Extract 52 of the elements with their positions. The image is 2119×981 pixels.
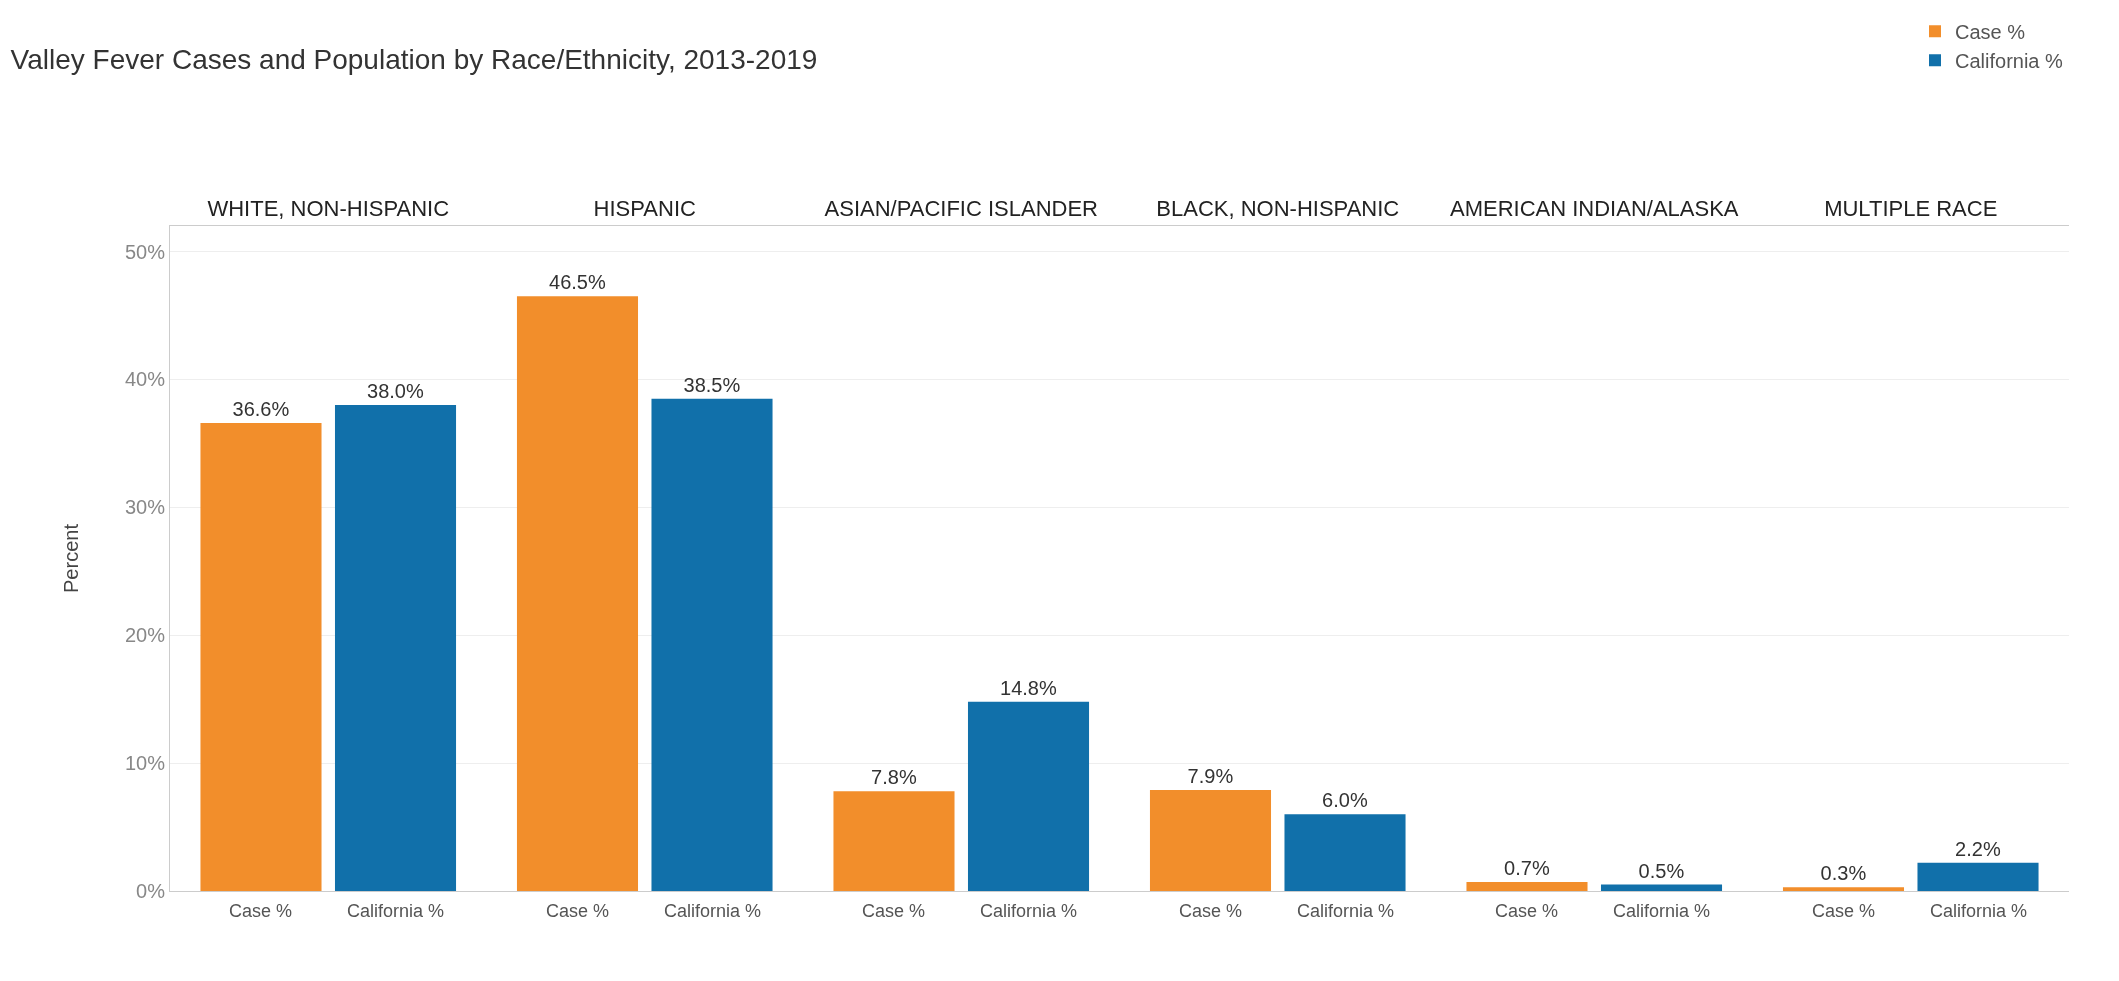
bar <box>1466 882 1588 891</box>
legend-label: California % <box>1955 50 2064 72</box>
text: Case % <box>1812 901 1876 921</box>
x-tick-label: WHITE, NON-HISPANIC <box>207 196 450 222</box>
bar <box>1284 814 1406 891</box>
bar <box>967 701 1090 891</box>
text: California % <box>980 901 1078 921</box>
y-tick-label: 0% <box>136 880 166 902</box>
y-axis-title: Percent <box>60 523 83 593</box>
data-label: 36.6% <box>232 397 290 420</box>
x-tick-label: MULTIPLE RACE <box>1824 196 1998 222</box>
text: California % <box>1297 901 1395 921</box>
data-label: 6.0% <box>1322 789 1368 812</box>
data-label: 0.7% <box>1504 857 1550 880</box>
bar <box>334 405 457 891</box>
x-tick-label: ASIAN/PACIFIC ISLANDER <box>824 196 1098 222</box>
legend-label: Case % <box>1955 21 2026 43</box>
bar <box>1917 862 2039 891</box>
x-tick-label: AMERICAN INDIAN/ALASKA <box>1449 196 1739 222</box>
data-label: 7.9% <box>1187 764 1234 787</box>
text: California % <box>1930 901 2028 921</box>
data-label: 0.3% <box>1820 862 1867 885</box>
bar <box>1782 887 1905 891</box>
bar <box>200 422 322 891</box>
y-tick-label: 20% <box>124 624 166 647</box>
y-tick-label: 40% <box>124 368 166 391</box>
x-tick-label: HISPANIC <box>593 196 696 222</box>
text: Case % <box>1179 901 1243 921</box>
chart-title: Valley Fever Cases and Population by Race/Ethnicity, 2013-2019 <box>10 43 818 75</box>
data-label: 7.8% <box>871 766 917 789</box>
x-tick-label: BLACK, NON-HISPANIC <box>1156 196 1400 222</box>
data-label: 38.0% <box>367 380 424 403</box>
bar <box>1600 884 1723 891</box>
text: Case % <box>546 901 610 921</box>
data-label: 14.8% <box>1000 676 1057 699</box>
text: Case % <box>229 901 293 921</box>
text: California % <box>1613 901 1711 921</box>
data-label: 0.5% <box>1638 859 1685 882</box>
data-label: 2.2% <box>1955 837 2001 860</box>
text: Case % <box>862 901 926 921</box>
data-label: 46.5% <box>549 271 606 294</box>
bar <box>1149 789 1272 891</box>
text: Case % <box>1495 901 1559 921</box>
bar <box>516 296 639 891</box>
text: California % <box>664 901 762 921</box>
bar <box>651 398 773 891</box>
y-tick-label: 10% <box>124 752 166 775</box>
y-tick-label: 50% <box>124 240 166 263</box>
bar <box>833 791 955 891</box>
y-tick-label: 30% <box>124 496 166 519</box>
data-label: 38.5% <box>683 373 741 396</box>
text: California % <box>347 901 445 921</box>
